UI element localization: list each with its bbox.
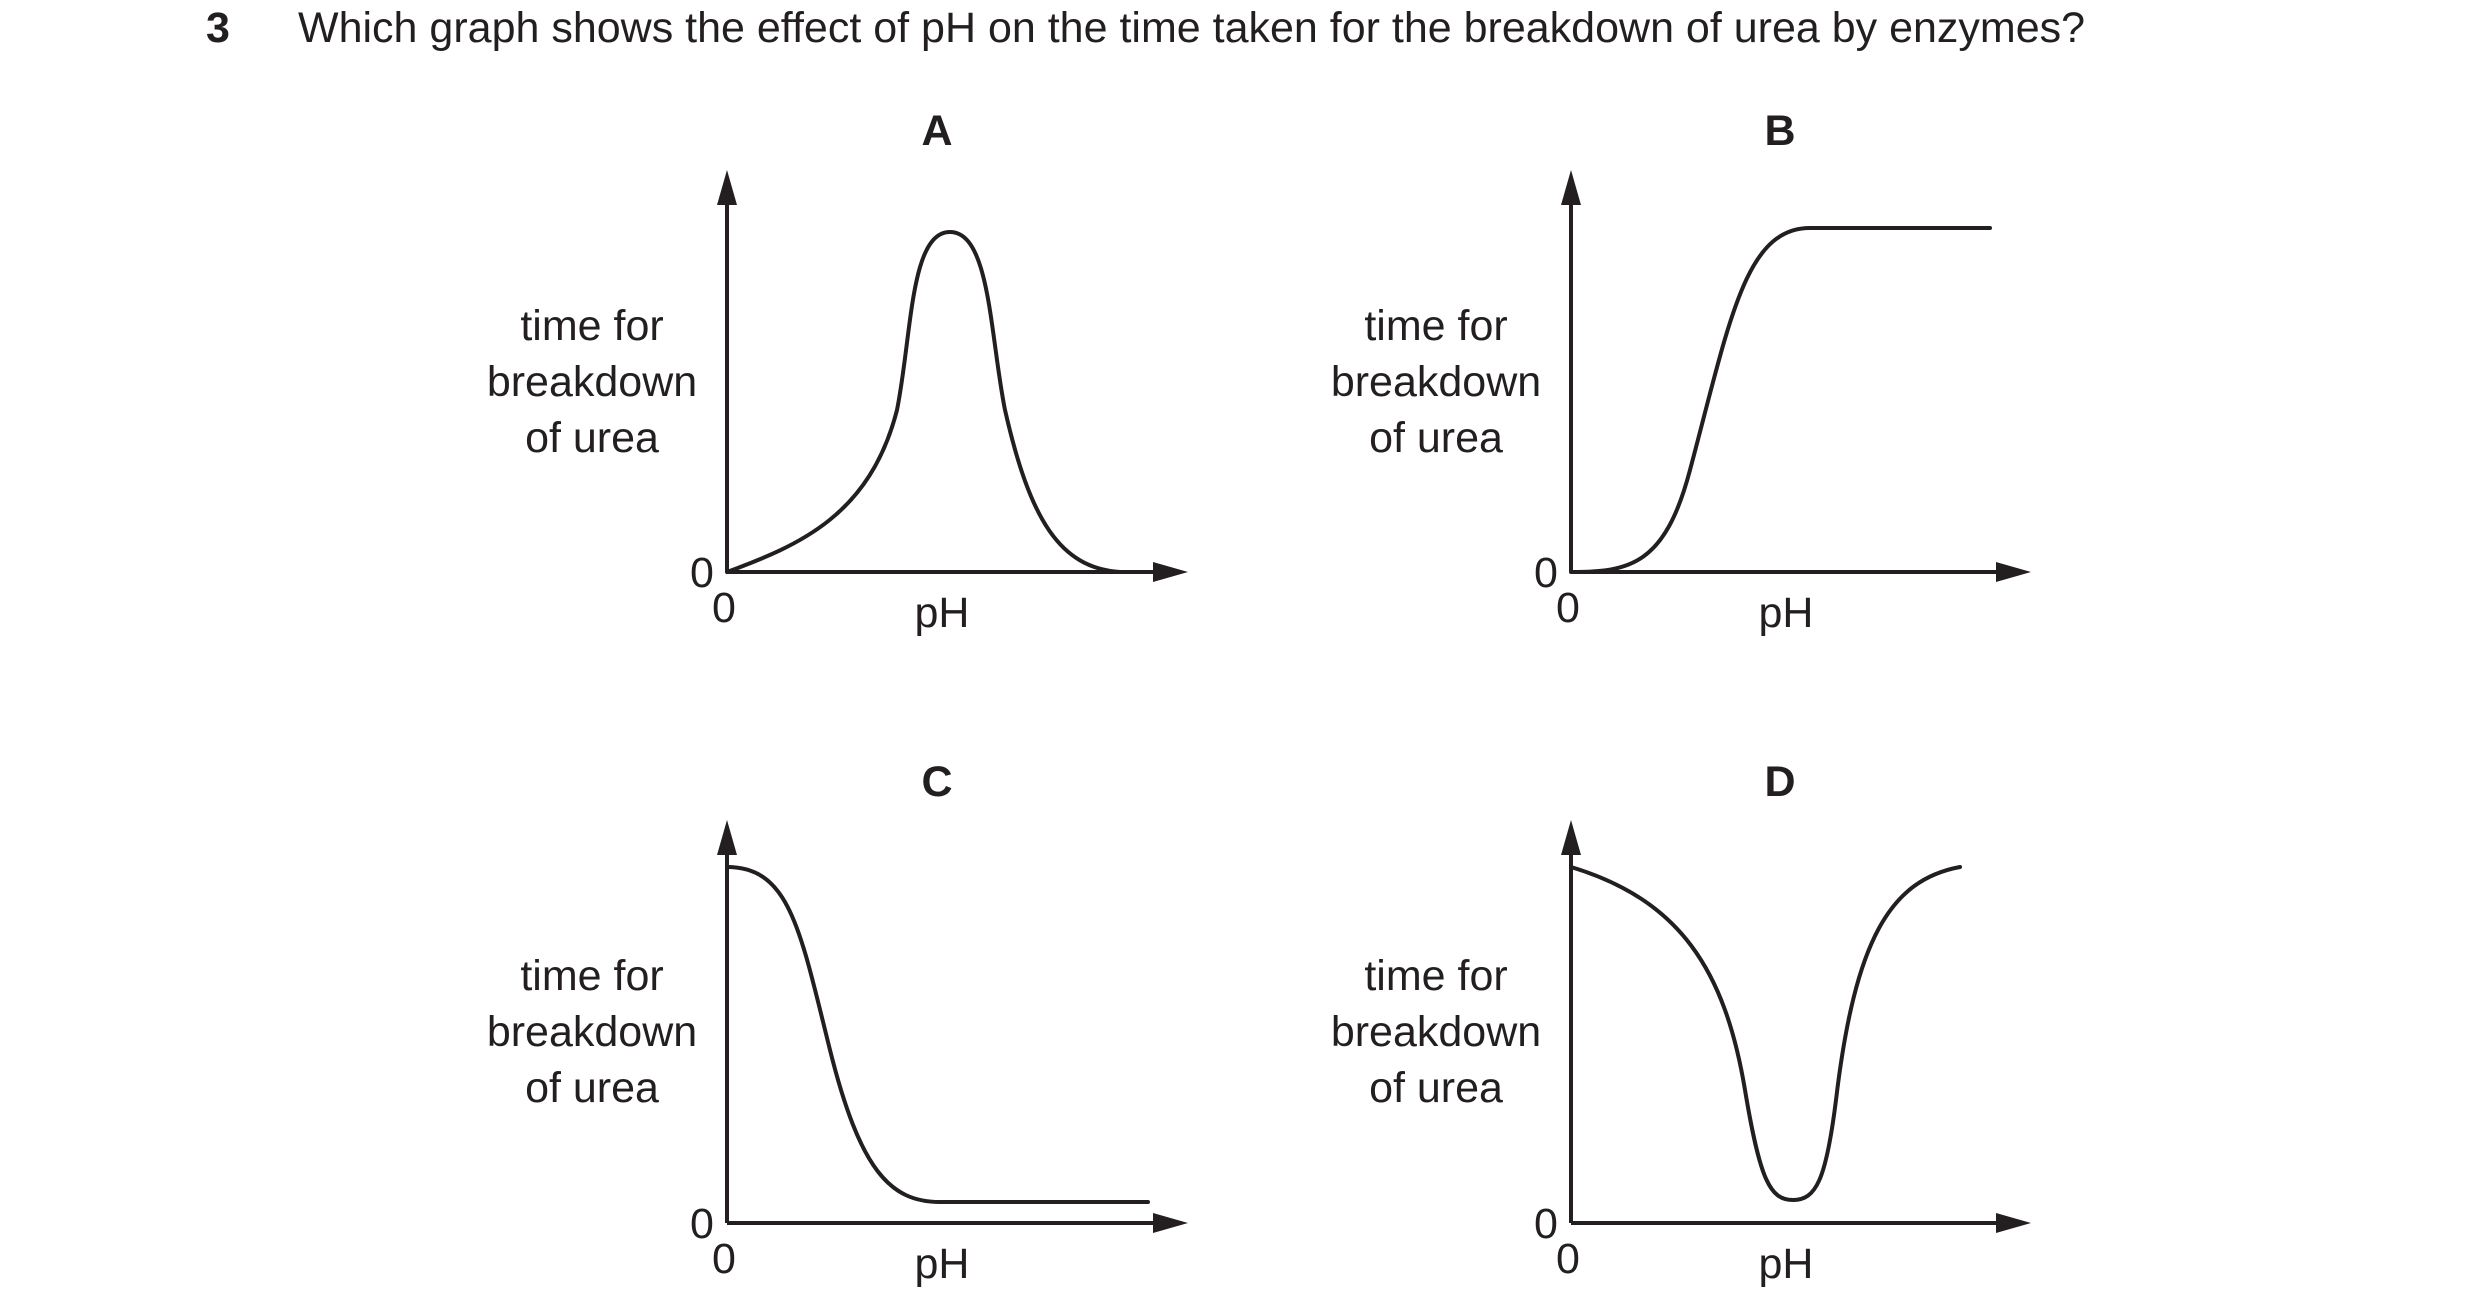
x-axis-label: pH — [915, 589, 970, 637]
y-label-line: time for — [520, 302, 663, 350]
response-curve — [725, 865, 1150, 1204]
y-label-line: of urea — [525, 1064, 659, 1112]
x-axis-arrow-icon — [1153, 562, 1188, 582]
x-origin-label: 0 — [712, 1235, 736, 1283]
graph-letter-a: A — [921, 107, 952, 155]
graph-c[interactable]: C time for breakdown of urea 0 0 pH — [487, 758, 1188, 1288]
response-curve — [725, 230, 1122, 574]
y-origin-label: 0 — [1534, 1200, 1558, 1248]
graph-a[interactable]: A time for breakdown of urea 0 0 pH — [487, 107, 1188, 637]
y-axis-label: time for breakdown of urea — [1331, 952, 1541, 1112]
question-number: 3 — [206, 4, 230, 52]
response-curve — [1569, 865, 1962, 1202]
y-label-line: time for — [520, 952, 663, 1000]
y-origin-label: 0 — [690, 549, 714, 597]
y-axis-label: time for breakdown of urea — [1331, 302, 1541, 462]
y-axis-label: time for breakdown of urea — [487, 302, 697, 462]
y-axis-arrow-icon — [1561, 820, 1581, 855]
y-label-line: breakdown — [1331, 358, 1541, 406]
y-label-line: of urea — [1369, 1064, 1503, 1112]
y-label-line: breakdown — [487, 1008, 697, 1056]
graph-letter-c: C — [921, 758, 952, 806]
x-axis-label: pH — [1759, 1240, 1814, 1288]
graph-letter-d: D — [1764, 758, 1795, 806]
graph-letter-b: B — [1764, 107, 1795, 155]
question-text: Which graph shows the effect of pH on th… — [298, 4, 2085, 52]
y-axis-arrow-icon — [717, 820, 737, 855]
y-label-line: of urea — [1369, 414, 1503, 462]
x-axis-label: pH — [1759, 589, 1814, 637]
x-origin-label: 0 — [1556, 1235, 1580, 1283]
y-axis-label: time for breakdown of urea — [487, 952, 697, 1112]
y-label-line: time for — [1364, 302, 1507, 350]
y-axis-arrow-icon — [1561, 170, 1581, 205]
x-axis-arrow-icon — [1153, 1213, 1188, 1233]
x-axis-arrow-icon — [1996, 562, 2031, 582]
y-origin-label: 0 — [1534, 549, 1558, 597]
y-label-line: breakdown — [1331, 1008, 1541, 1056]
x-origin-label: 0 — [712, 584, 736, 632]
y-origin-label: 0 — [690, 1200, 714, 1248]
x-origin-label: 0 — [1556, 584, 1580, 632]
x-axis-arrow-icon — [1996, 1213, 2031, 1233]
x-axis-label: pH — [915, 1240, 970, 1288]
y-label-line: time for — [1364, 952, 1507, 1000]
graph-b[interactable]: B time for breakdown of urea 0 0 pH — [1331, 107, 2031, 637]
y-label-line: of urea — [525, 414, 659, 462]
y-axis-arrow-icon — [717, 170, 737, 205]
y-label-line: breakdown — [487, 358, 697, 406]
graph-d[interactable]: D time for breakdown of urea 0 0 pH — [1331, 758, 2031, 1288]
response-curve — [1569, 226, 1992, 574]
